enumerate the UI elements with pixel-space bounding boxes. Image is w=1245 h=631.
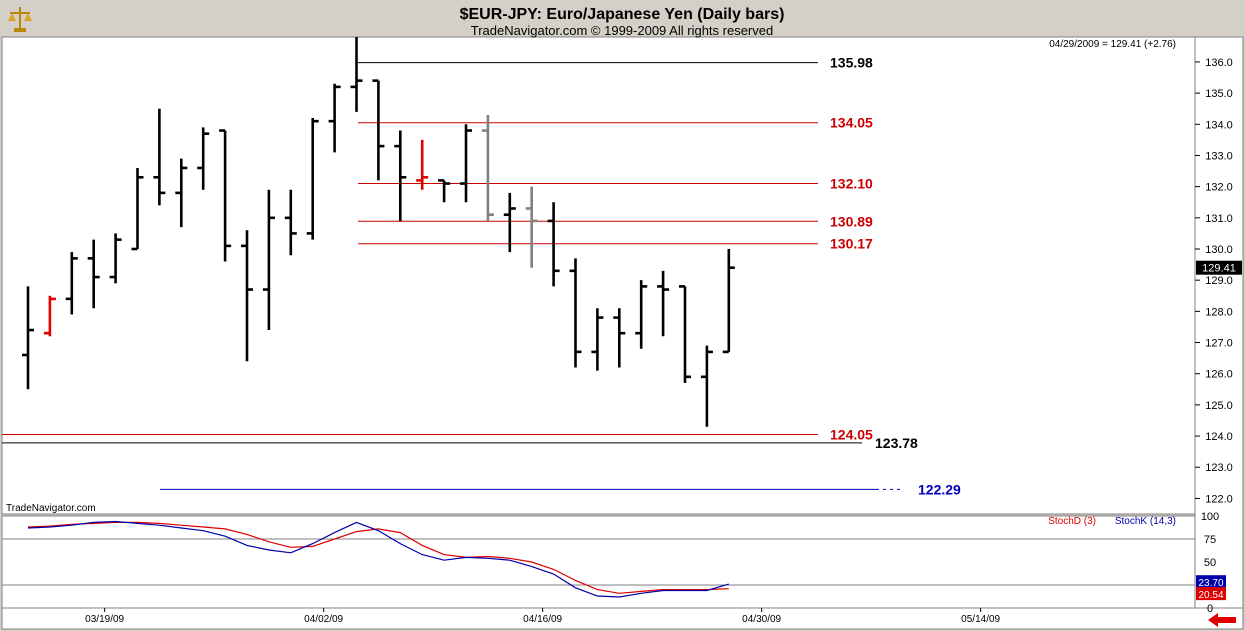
level-label: 123.78	[875, 435, 918, 451]
price-bar	[109, 233, 122, 284]
price-bar	[460, 124, 472, 203]
price-bar	[262, 189, 275, 331]
price-bar	[503, 192, 516, 253]
date-tick-label: 03/19/09	[85, 614, 124, 625]
price-bar	[569, 258, 582, 368]
price-tick-label: 136.0	[1205, 57, 1233, 69]
price-tick-label: 133.0	[1205, 150, 1233, 162]
price-bar	[657, 270, 670, 337]
level-label: 130.17	[830, 236, 873, 252]
left-arrow-icon[interactable]	[1208, 613, 1236, 627]
price-bar	[219, 129, 232, 262]
price-bar	[394, 130, 407, 221]
stoch-tick-label: 100	[1201, 511, 1219, 523]
level-label: 134.05	[830, 115, 873, 131]
last-price-label: 129.41	[1202, 263, 1236, 275]
price-bar	[350, 37, 363, 112]
price-bar	[547, 202, 560, 287]
level-label: 132.10	[830, 176, 873, 192]
price-tick-label: 126.0	[1205, 369, 1233, 381]
stochastic-pane	[1, 515, 1196, 609]
price-bar	[153, 108, 166, 206]
price-tick-label: 132.0	[1205, 182, 1233, 194]
price-bar	[525, 186, 538, 268]
price-tick-label: 135.0	[1205, 88, 1233, 100]
copyright-text: TradeNavigator.com © 1999-2009 All right…	[471, 23, 773, 38]
price-bar	[22, 286, 34, 390]
price-bar	[722, 249, 735, 354]
price-axis-ticks: 122.0 123.0 124.0 125.0 126.0 127.0 128.0 129.0…	[1195, 57, 1233, 505]
level-label: 135.98	[830, 55, 873, 71]
price-tick-label: 128.0	[1205, 306, 1233, 318]
price-tick-label: 122.0	[1205, 493, 1233, 505]
price-bar	[284, 189, 297, 256]
price-bar	[175, 158, 188, 228]
price-bar	[416, 139, 429, 190]
price-bar	[65, 252, 78, 315]
date-tick-label: 04/30/09	[742, 614, 781, 625]
price-tick-label: 134.0	[1205, 119, 1233, 131]
legend-stochd: StochD (3)	[1048, 516, 1096, 527]
price-bars	[22, 37, 735, 427]
price-tick-label: 130.0	[1205, 244, 1233, 256]
watermark-text: TradeNavigator.com	[6, 503, 96, 514]
stoch-value-label: 20.54	[1198, 590, 1223, 601]
date-tick-label: 05/14/09	[961, 614, 1000, 625]
stoch-value-box	[1196, 575, 1226, 589]
date-tick-label: 04/02/09	[304, 614, 343, 625]
date-axis-ticks: 03/19/09 04/02/09 04/16/09 04/30/09 05/14/09	[85, 608, 1001, 625]
legend-stochk: StochK (14,3)	[1115, 516, 1176, 527]
quote-readout: 04/29/2009 = 129.41 (+2.76)	[1049, 39, 1176, 50]
stochastic-lines	[27, 520, 729, 598]
last-price-box	[1196, 260, 1242, 275]
price-bar	[438, 179, 451, 203]
last-price-tag: 129.41	[1196, 260, 1242, 275]
price-axis	[1194, 36, 1244, 609]
price-bar	[197, 127, 210, 190]
price-bar	[306, 118, 319, 240]
price-bar	[87, 239, 100, 309]
stoch-value-box	[1196, 587, 1226, 601]
level-label: 130.89	[830, 213, 873, 229]
price-tick-label: 125.0	[1205, 400, 1233, 412]
price-bar	[372, 79, 385, 181]
price-bar	[131, 167, 144, 251]
date-tick-label: 04/16/09	[523, 614, 562, 625]
stoch-tick-label: 50	[1204, 557, 1216, 569]
price-tick-label: 127.0	[1205, 338, 1233, 350]
price-bar	[328, 83, 341, 153]
level-lines: 135.98 134.05 132.10 130.89 130.17 124.05123.…	[2, 55, 961, 497]
level-label: 122.29	[918, 481, 961, 497]
price-tick-label: 123.0	[1205, 462, 1233, 474]
price-bar	[613, 308, 626, 368]
chart-title: $EUR-JPY: Euro/Japanese Yen (Daily bars)	[460, 6, 785, 23]
price-tick-label: 124.0	[1205, 431, 1233, 443]
price-bar	[241, 230, 253, 362]
stoch-value-label: 23.70	[1198, 578, 1223, 589]
price-tick-label: 131.0	[1205, 213, 1233, 225]
stoch-tick-label: 75	[1204, 534, 1216, 546]
price-bar	[679, 285, 691, 384]
stochk-line	[27, 520, 729, 598]
date-axis	[1, 607, 1244, 630]
price-bar	[700, 345, 713, 427]
price-bar	[635, 280, 648, 349]
stoch-tick-label: 0	[1207, 603, 1213, 615]
price-tick-label: 129.0	[1205, 275, 1233, 287]
stochd-line	[27, 521, 729, 594]
scales-logo-icon[interactable]	[6, 3, 34, 35]
price-bar	[591, 308, 604, 371]
level-label: 124.05	[830, 427, 873, 443]
price-bar	[481, 114, 494, 221]
price-bar	[43, 295, 56, 337]
